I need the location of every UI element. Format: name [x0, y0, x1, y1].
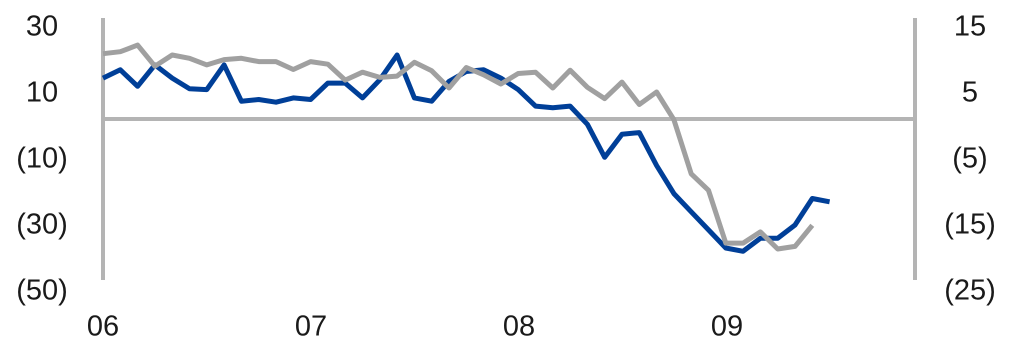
x-tick-labels: 06 07 08 09: [87, 311, 743, 343]
left-y-tick-label: (10): [16, 143, 68, 175]
left-y-tick-label: (50): [16, 275, 68, 307]
right-y-tick-label: 5: [962, 77, 978, 109]
left-y-tick-labels: 30 10 (10) (30) (50): [16, 11, 68, 307]
left-y-tick-label: 10: [26, 77, 58, 109]
right-y-tick-label: (25): [944, 275, 996, 307]
right-y-tick-label: (15): [944, 209, 996, 241]
series-line-right-axis: [102, 42, 815, 252]
right-y-tick-labels: 15 5 (5) (15) (25): [944, 11, 996, 307]
left-y-tick-label: (30): [16, 209, 68, 241]
x-tick-label: 06: [87, 311, 119, 343]
right-y-tick-label: 15: [954, 11, 986, 43]
series-layer: [101, 42, 831, 254]
x-tick-label: 09: [711, 311, 743, 343]
x-tick-label: 07: [295, 311, 327, 343]
x-tick-label: 08: [503, 311, 535, 343]
series-line-left-axis: [101, 52, 831, 254]
right-y-tick-label: (5): [952, 143, 987, 175]
left-y-tick-label: 30: [26, 11, 58, 43]
